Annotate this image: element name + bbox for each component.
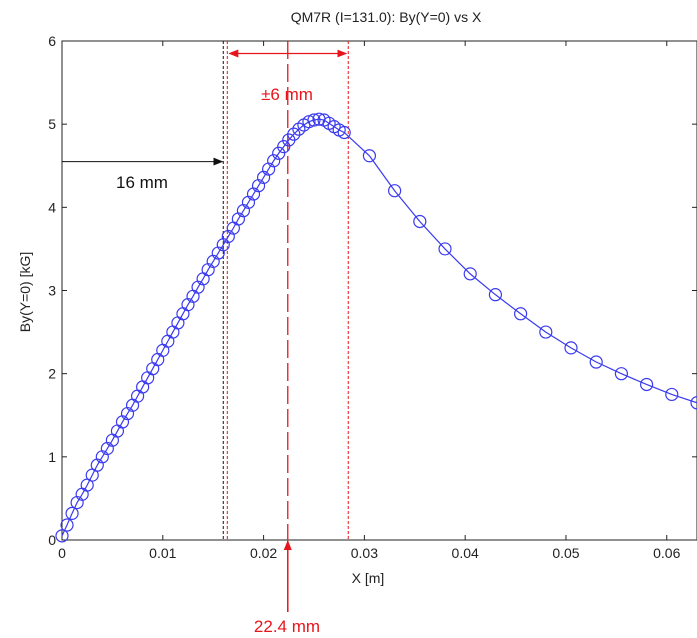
data-point bbox=[267, 154, 281, 168]
annotation-labels: ±6 mm 16 mm 22.4 mm bbox=[116, 85, 320, 636]
x-tick-label: 0.02 bbox=[250, 545, 277, 561]
data-point bbox=[463, 267, 477, 281]
data-point bbox=[539, 325, 553, 339]
chart-title: QM7R (I=131.0): By(Y=0) vs X bbox=[291, 9, 482, 25]
data-point bbox=[292, 122, 306, 136]
data-point bbox=[413, 214, 427, 229]
data-point bbox=[302, 115, 316, 129]
plot-frame bbox=[61, 40, 697, 541]
y-tick-label: 5 bbox=[48, 116, 56, 132]
y-tick-label: 2 bbox=[48, 366, 56, 382]
data-point bbox=[362, 149, 377, 163]
y-tick-label: 4 bbox=[48, 199, 56, 215]
x-tick-label: 0.04 bbox=[452, 545, 479, 561]
data-point bbox=[614, 367, 629, 381]
x-tick-label: 0 bbox=[58, 545, 66, 561]
window-label: ±6 mm bbox=[261, 85, 313, 104]
data-point bbox=[488, 288, 503, 302]
data-point bbox=[564, 341, 578, 355]
y-tick-label: 3 bbox=[48, 283, 56, 299]
series-markers bbox=[55, 112, 697, 543]
x-tick-label: 0.06 bbox=[653, 545, 680, 561]
data-point bbox=[287, 127, 301, 141]
annotation-lines bbox=[62, 41, 349, 612]
y-axis-label: By(Y=0) [kG] bbox=[17, 252, 33, 333]
data-point bbox=[337, 125, 351, 140]
data-point bbox=[690, 396, 697, 410]
data-point bbox=[55, 529, 69, 543]
data-point bbox=[60, 518, 74, 532]
series-line bbox=[61, 118, 697, 537]
y-tick-label: 6 bbox=[48, 33, 56, 49]
data-point bbox=[272, 146, 286, 160]
x-tick-label: 0.03 bbox=[351, 545, 378, 561]
x-tick-label: 0.01 bbox=[149, 545, 176, 561]
data-point bbox=[388, 184, 402, 198]
center-label: 22.4 mm bbox=[254, 617, 320, 636]
data-point bbox=[514, 307, 528, 321]
data-point bbox=[277, 140, 291, 154]
offset-label: 16 mm bbox=[116, 173, 168, 192]
data-point bbox=[307, 113, 321, 127]
y-axis-ticks: 0 1 2 3 4 5 6 bbox=[48, 33, 697, 548]
data-point bbox=[665, 387, 679, 402]
data-point bbox=[640, 377, 654, 392]
data-point bbox=[65, 506, 79, 520]
x-axis-ticks: 0 0.01 0.02 0.03 0.04 0.05 0.06 bbox=[58, 41, 681, 561]
x-tick-label: 0.05 bbox=[552, 545, 579, 561]
y-tick-label: 1 bbox=[48, 449, 56, 465]
data-point bbox=[589, 355, 603, 369]
data-point bbox=[438, 242, 452, 256]
y-tick-label: 0 bbox=[48, 532, 56, 548]
x-axis-label: X [m] bbox=[352, 570, 385, 586]
